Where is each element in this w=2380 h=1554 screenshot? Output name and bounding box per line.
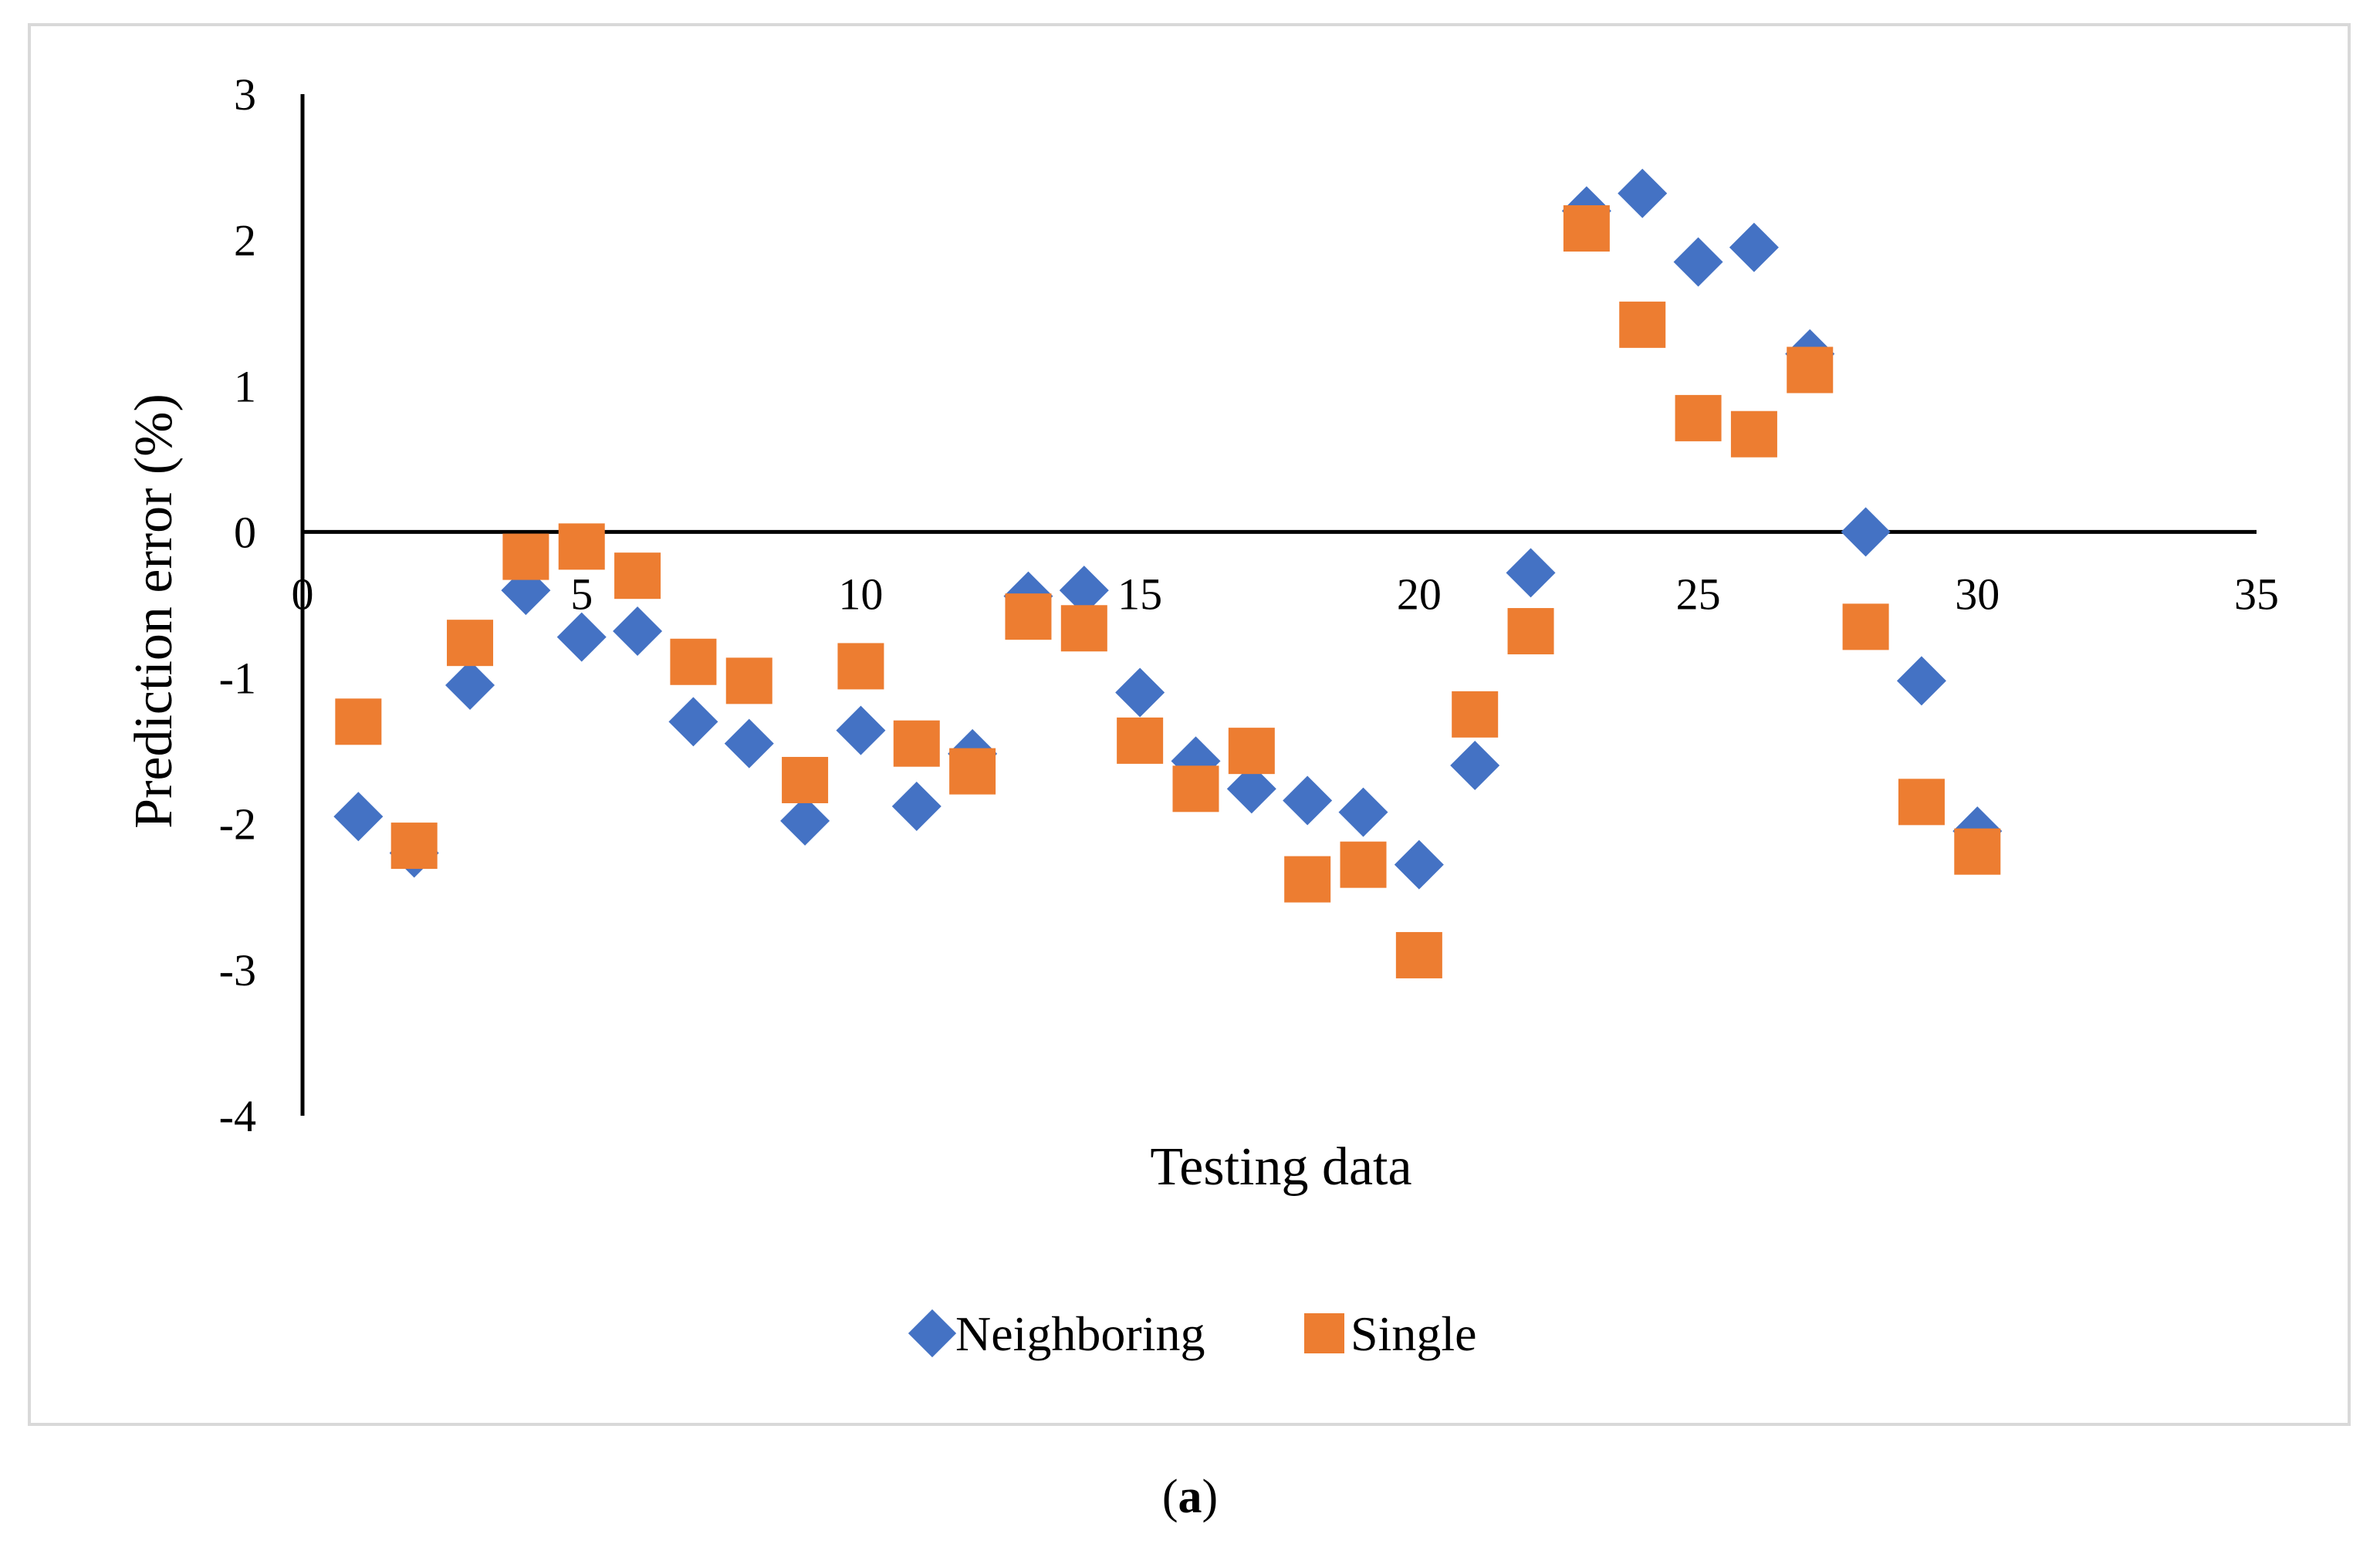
point-single [670, 638, 717, 685]
point-single [1787, 346, 1834, 394]
x-tick-labels: 0 5 10 15 20 25 30 35 [292, 569, 2280, 619]
axes [300, 94, 2257, 1116]
x-tick-label: 15 [1117, 569, 1162, 619]
point-single [782, 756, 829, 803]
x-tick-label: 30 [1955, 569, 2000, 619]
point-neighboring [1729, 222, 1779, 272]
y-tick-label: -1 [219, 654, 256, 704]
point-single [1675, 394, 1722, 441]
point-single [614, 552, 661, 600]
point-single [558, 523, 605, 570]
point-neighboring [1394, 839, 1444, 890]
point-neighboring [1450, 741, 1500, 791]
point-neighboring [1283, 775, 1333, 826]
caption-label: a [1178, 1471, 1202, 1523]
legend-marker-neighboring [908, 1309, 957, 1358]
x-tick-label: 5 [570, 569, 593, 619]
point-neighboring [1338, 787, 1388, 837]
point-single [1340, 841, 1387, 888]
point-neighboring [836, 705, 886, 755]
point-single [447, 620, 494, 667]
x-tick-label: 25 [1676, 569, 1721, 619]
point-neighboring [1618, 168, 1668, 218]
point-single [1284, 856, 1331, 903]
y-tick-labels: -4 -3 -2 -1 0 1 2 3 [219, 69, 256, 1141]
x-tick-label: 35 [2234, 569, 2279, 619]
point-single [1954, 828, 2001, 875]
point-single [1507, 608, 1554, 655]
point-single [1172, 765, 1219, 812]
data-points [333, 168, 2003, 978]
chart-frame [28, 23, 2351, 1426]
x-tick-label: 10 [838, 569, 883, 619]
legend-marker-single [1304, 1313, 1344, 1353]
point-single [1060, 605, 1107, 652]
point-neighboring [891, 782, 942, 832]
point-neighboring [668, 697, 718, 747]
point-single [502, 533, 549, 580]
point-single [1117, 717, 1164, 764]
y-tick-label: -2 [219, 799, 256, 850]
point-single [1452, 691, 1499, 738]
y-tick-label: 2 [234, 215, 256, 265]
y-tick-label: -4 [219, 1091, 256, 1141]
point-single [837, 643, 884, 690]
point-single [1395, 931, 1442, 978]
y-tick-label: 0 [234, 507, 256, 557]
point-single [949, 748, 996, 795]
point-neighboring [1841, 507, 1891, 557]
caption-open-paren: ( [1161, 1471, 1178, 1523]
point-neighboring [333, 792, 384, 842]
point-single [1005, 593, 1052, 640]
point-neighboring [613, 606, 663, 657]
point-single [1563, 205, 1610, 252]
y-tick-label: 1 [234, 361, 256, 411]
point-neighboring [1115, 667, 1165, 718]
point-single [335, 698, 382, 745]
figure-caption: (a) [0, 1470, 2380, 1525]
x-tick-label: 0 [292, 569, 314, 619]
point-neighboring [780, 796, 830, 846]
point-neighboring [1673, 237, 1723, 287]
point-single [1842, 603, 1889, 650]
point-neighboring [445, 660, 495, 711]
point-neighboring [1226, 764, 1276, 814]
legend-label-neighboring: Neighboring [955, 1306, 1205, 1361]
y-axis-title: Prediction error (%) [124, 394, 184, 829]
point-neighboring [1506, 548, 1556, 598]
scatter-chart: 0 5 10 15 20 25 30 35 -4 -3 -2 -1 0 1 2 3 Testing data… [124, 69, 2280, 1361]
point-neighboring [1059, 566, 1109, 616]
legend-label-single: Single [1351, 1306, 1477, 1361]
x-tick-label: 20 [1397, 569, 1442, 619]
y-tick-label: -3 [219, 945, 256, 995]
point-single [1898, 779, 1945, 826]
point-neighboring [724, 718, 774, 769]
point-single [390, 823, 438, 870]
legend: Neighboring Single [908, 1306, 1477, 1361]
point-single [1228, 728, 1275, 775]
caption-close-paren: ) [1202, 1471, 1219, 1523]
point-neighboring [556, 612, 607, 662]
point-single [893, 720, 940, 767]
point-single [1619, 301, 1666, 348]
point-single [725, 657, 772, 704]
point-single [1730, 410, 1777, 458]
y-tick-label: 3 [234, 69, 256, 120]
x-axis-title: Testing data [1150, 1137, 1411, 1197]
point-neighboring [1896, 656, 1946, 706]
